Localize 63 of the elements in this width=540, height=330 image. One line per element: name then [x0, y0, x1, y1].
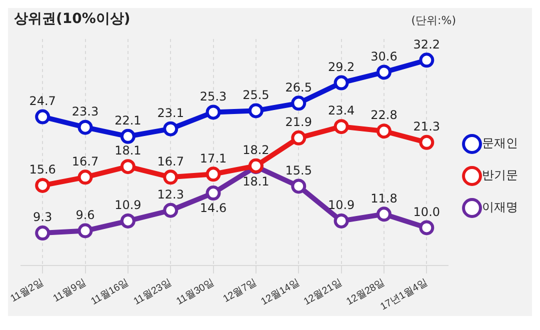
data-label: 32.2: [413, 37, 440, 52]
data-label: 25.3: [200, 89, 227, 104]
data-label: 10.9: [114, 198, 142, 212]
data-label: 26.5: [285, 80, 312, 94]
data-label: 12.3: [157, 188, 184, 202]
point: [291, 178, 306, 194]
data-label: 22.8: [370, 108, 398, 122]
data-label: 15.6: [29, 162, 56, 177]
data-label: 18.1: [114, 144, 142, 158]
point: [334, 119, 349, 134]
point: [163, 170, 178, 185]
chart-title: 상위권(10%이상): [14, 10, 130, 28]
data-label: 21.3: [413, 120, 440, 134]
data-label: 9.3: [33, 210, 52, 224]
point: [419, 220, 434, 236]
point: [376, 206, 392, 222]
data-label: 23.4: [328, 104, 355, 118]
point: [35, 109, 50, 124]
point: [120, 213, 136, 228]
data-label: 16.7: [157, 154, 184, 168]
point: [163, 121, 178, 136]
data-label: 15.5: [285, 163, 312, 178]
point: [206, 186, 221, 201]
point: [78, 170, 93, 185]
point: [35, 178, 50, 193]
point: [120, 128, 136, 144]
point: [120, 159, 136, 174]
point: [78, 223, 93, 238]
data-label: 10.9: [328, 198, 355, 212]
point: [291, 130, 306, 146]
point: [419, 134, 434, 150]
data-label: 10.0: [413, 204, 440, 219]
point: [163, 202, 178, 218]
text: (단위:%): [411, 13, 456, 28]
data-label: 16.7: [72, 154, 99, 168]
data-label: 23.3: [72, 104, 99, 118]
legend-label: 문재인: [482, 136, 518, 150]
data-label: 24.7: [29, 94, 56, 108]
point: [206, 166, 221, 182]
data-label: 29.2: [328, 60, 355, 74]
legend-label: 반기문: [482, 168, 518, 182]
point: [35, 226, 50, 241]
point: [376, 64, 392, 80]
point: [248, 103, 264, 118]
legend-label: 이재명: [482, 200, 518, 214]
data-label: 25.5: [242, 88, 270, 102]
data-label: 21.9: [285, 115, 312, 130]
point: [376, 124, 392, 139]
data-label: 9.6: [76, 208, 95, 222]
data-label: 11.8: [370, 191, 398, 206]
point: [419, 52, 434, 68]
point: [206, 104, 221, 120]
data-label: 18.1: [242, 174, 270, 189]
data-label: 17.1: [200, 151, 227, 166]
point: [334, 213, 349, 228]
data-label: 14.6: [200, 201, 227, 216]
point: [334, 75, 349, 90]
data-label: 22.1: [114, 114, 142, 128]
data-label: 23.1: [157, 106, 184, 120]
data-label: 18.2: [242, 142, 270, 157]
point: [78, 120, 93, 135]
point: [291, 96, 306, 111]
data-label: 30.6: [370, 49, 398, 64]
